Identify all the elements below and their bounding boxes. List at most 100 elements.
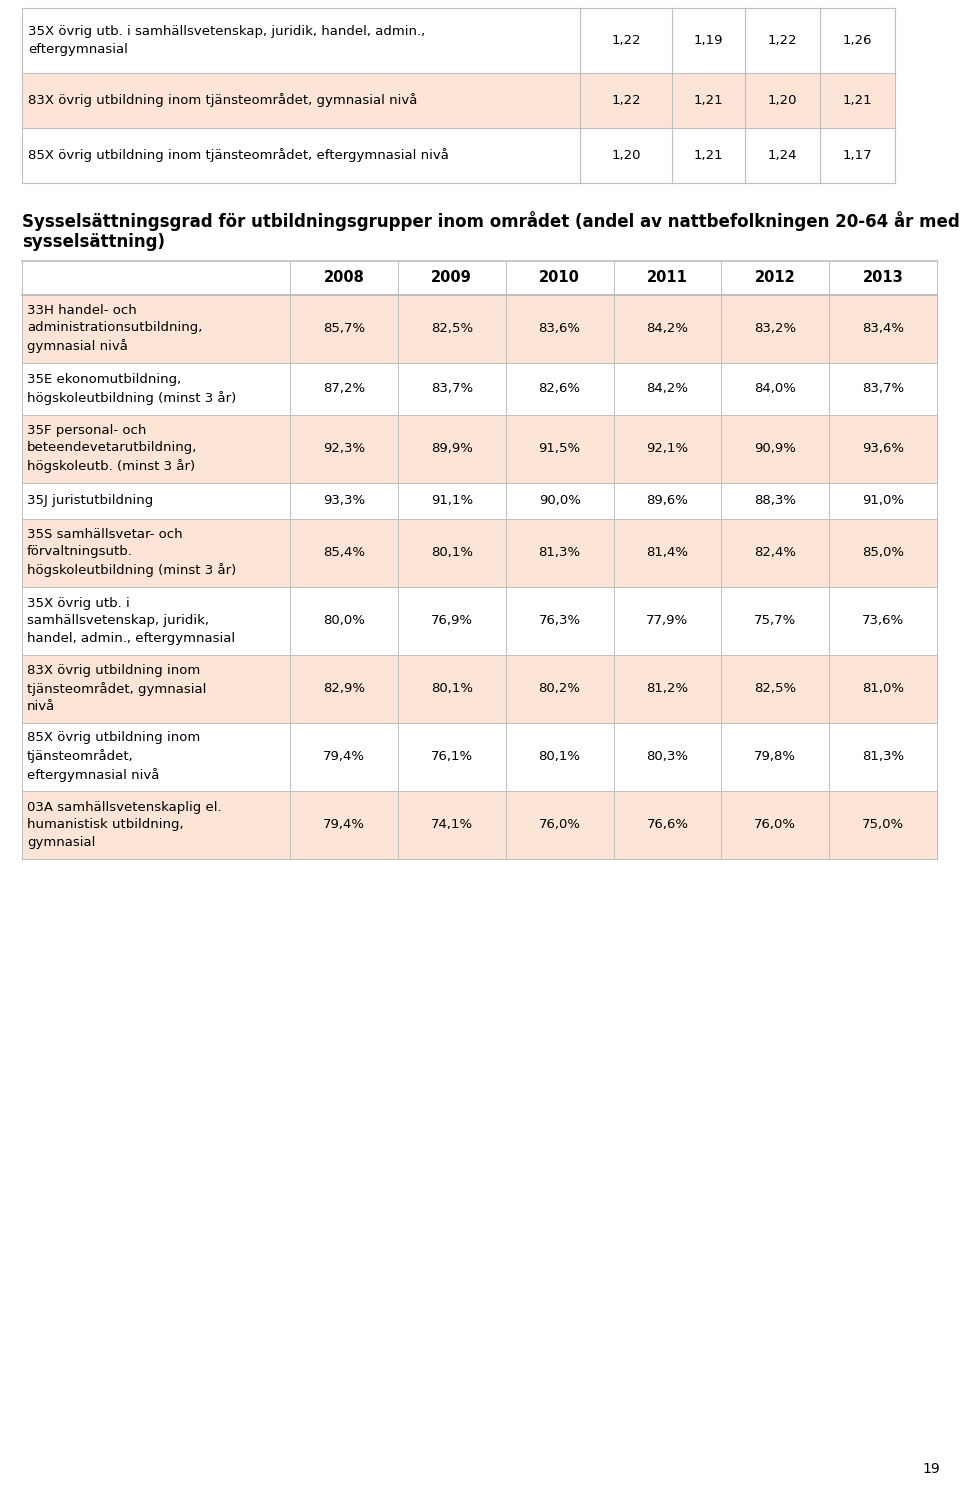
Text: 76,3%: 76,3% bbox=[539, 614, 581, 628]
Text: 90,9%: 90,9% bbox=[755, 443, 796, 455]
Text: 1,21: 1,21 bbox=[694, 94, 723, 107]
Text: 77,9%: 77,9% bbox=[646, 614, 688, 628]
Text: 93,6%: 93,6% bbox=[862, 443, 904, 455]
Bar bbox=[22, 483, 937, 519]
Text: 84,2%: 84,2% bbox=[646, 322, 688, 335]
Text: 35X övrig utb. i samhällsvetenskap, juridik, handel, admin.,
eftergymnasial: 35X övrig utb. i samhällsvetenskap, juri… bbox=[28, 25, 425, 55]
Text: 75,7%: 75,7% bbox=[755, 614, 797, 628]
Text: 1,24: 1,24 bbox=[768, 149, 797, 163]
Text: 2011: 2011 bbox=[647, 270, 688, 285]
Bar bbox=[22, 790, 937, 859]
Text: 83,7%: 83,7% bbox=[862, 382, 904, 395]
Text: 1,21: 1,21 bbox=[843, 94, 873, 107]
Text: 80,1%: 80,1% bbox=[431, 546, 472, 559]
Text: 93,3%: 93,3% bbox=[323, 494, 365, 507]
Text: 91,1%: 91,1% bbox=[431, 494, 473, 507]
Text: 80,0%: 80,0% bbox=[323, 614, 365, 628]
Text: 79,8%: 79,8% bbox=[755, 750, 796, 763]
Text: 89,6%: 89,6% bbox=[646, 494, 688, 507]
Text: 87,2%: 87,2% bbox=[323, 382, 365, 395]
Bar bbox=[22, 7, 895, 73]
Text: 1,21: 1,21 bbox=[694, 149, 723, 163]
Text: Sysselsättningsgrad för utbildningsgrupper inom området (andel av nattbefolkning: Sysselsättningsgrad för utbildningsgrupp… bbox=[22, 212, 960, 231]
Text: 76,0%: 76,0% bbox=[539, 819, 581, 830]
Text: 1,20: 1,20 bbox=[612, 149, 640, 163]
Text: 83X övrig utbildning inom tjänsteområdet, gymnasial nivå: 83X övrig utbildning inom tjänsteområdet… bbox=[28, 94, 418, 107]
Text: 35X övrig utb. i
samhällsvetenskap, juridik,
handel, admin., eftergymnasial: 35X övrig utb. i samhällsvetenskap, juri… bbox=[27, 596, 235, 644]
Text: 1,22: 1,22 bbox=[612, 94, 641, 107]
Text: 85X övrig utbildning inom tjänsteområdet, eftergymnasial nivå: 85X övrig utbildning inom tjänsteområdet… bbox=[28, 149, 449, 163]
Text: 76,6%: 76,6% bbox=[646, 819, 688, 830]
Bar bbox=[22, 295, 937, 362]
Text: 81,3%: 81,3% bbox=[862, 750, 904, 763]
Text: 83,4%: 83,4% bbox=[862, 322, 904, 335]
Bar bbox=[22, 362, 937, 414]
Text: 35F personal- och
beteendevetarutbildning,
högskoleutb. (minst 3 år): 35F personal- och beteendevetarutbildnin… bbox=[27, 423, 198, 473]
Text: 35S samhällsvetar- och
förvaltningsutb.
högskoleutbildning (minst 3 år): 35S samhällsvetar- och förvaltningsutb. … bbox=[27, 528, 236, 577]
Text: 75,0%: 75,0% bbox=[862, 819, 904, 830]
Bar bbox=[22, 723, 937, 790]
Text: 82,4%: 82,4% bbox=[755, 546, 796, 559]
Text: 84,0%: 84,0% bbox=[755, 382, 796, 395]
Text: 90,0%: 90,0% bbox=[539, 494, 581, 507]
Text: 85,4%: 85,4% bbox=[323, 546, 365, 559]
Text: 81,4%: 81,4% bbox=[646, 546, 688, 559]
Text: 81,0%: 81,0% bbox=[862, 681, 904, 695]
Text: 80,1%: 80,1% bbox=[431, 681, 472, 695]
Text: 91,5%: 91,5% bbox=[539, 443, 581, 455]
Text: 03A samhällsvetenskaplig el.
humanistisk utbildning,
gymnasial: 03A samhällsvetenskaplig el. humanistisk… bbox=[27, 801, 222, 848]
Text: 1,17: 1,17 bbox=[843, 149, 873, 163]
Text: 2012: 2012 bbox=[755, 270, 796, 285]
Text: 76,9%: 76,9% bbox=[431, 614, 472, 628]
Text: 35E ekonomutbildning,
högskoleutbildning (minst 3 år): 35E ekonomutbildning, högskoleutbildning… bbox=[27, 373, 236, 404]
Text: 91,0%: 91,0% bbox=[862, 494, 904, 507]
Text: 83,7%: 83,7% bbox=[431, 382, 473, 395]
Bar bbox=[22, 128, 895, 183]
Text: 88,3%: 88,3% bbox=[755, 494, 796, 507]
Text: 2013: 2013 bbox=[863, 270, 903, 285]
Text: 80,2%: 80,2% bbox=[539, 681, 581, 695]
Text: 2008: 2008 bbox=[324, 270, 365, 285]
Text: 92,3%: 92,3% bbox=[323, 443, 365, 455]
Text: 76,0%: 76,0% bbox=[755, 819, 796, 830]
Text: 82,5%: 82,5% bbox=[755, 681, 796, 695]
Bar bbox=[22, 261, 937, 295]
Text: 1,22: 1,22 bbox=[612, 34, 641, 48]
Text: 19: 19 bbox=[923, 1463, 940, 1476]
Text: 81,2%: 81,2% bbox=[646, 681, 688, 695]
Bar bbox=[22, 519, 937, 586]
Text: 79,4%: 79,4% bbox=[323, 819, 365, 830]
Text: 2010: 2010 bbox=[540, 270, 580, 285]
Bar bbox=[22, 586, 937, 655]
Text: 2009: 2009 bbox=[431, 270, 472, 285]
Text: 76,1%: 76,1% bbox=[431, 750, 473, 763]
Text: 92,1%: 92,1% bbox=[646, 443, 688, 455]
Text: 1,22: 1,22 bbox=[768, 34, 798, 48]
Text: 85,7%: 85,7% bbox=[323, 322, 365, 335]
Bar bbox=[22, 414, 937, 483]
Bar bbox=[22, 73, 895, 128]
Text: 85,0%: 85,0% bbox=[862, 546, 904, 559]
Text: 81,3%: 81,3% bbox=[539, 546, 581, 559]
Text: sysselsättning): sysselsättning) bbox=[22, 233, 165, 250]
Text: 82,9%: 82,9% bbox=[323, 681, 365, 695]
Text: 33H handel- och
administrationsutbildning,
gymnasial nivå: 33H handel- och administrationsutbildnin… bbox=[27, 304, 203, 353]
Text: 82,6%: 82,6% bbox=[539, 382, 581, 395]
Text: 82,5%: 82,5% bbox=[431, 322, 473, 335]
Text: 35J juristutbildning: 35J juristutbildning bbox=[27, 494, 154, 507]
Text: 83X övrig utbildning inom
tjänsteområdet, gymnasial
nivå: 83X övrig utbildning inom tjänsteområdet… bbox=[27, 663, 206, 713]
Text: 79,4%: 79,4% bbox=[323, 750, 365, 763]
Bar bbox=[22, 655, 937, 723]
Text: 83,6%: 83,6% bbox=[539, 322, 581, 335]
Text: 89,9%: 89,9% bbox=[431, 443, 472, 455]
Text: 1,20: 1,20 bbox=[768, 94, 797, 107]
Text: 1,26: 1,26 bbox=[843, 34, 873, 48]
Text: 85X övrig utbildning inom
tjänsteområdet,
eftergymnasial nivå: 85X övrig utbildning inom tjänsteområdet… bbox=[27, 731, 201, 781]
Text: 80,1%: 80,1% bbox=[539, 750, 581, 763]
Text: 84,2%: 84,2% bbox=[646, 382, 688, 395]
Text: 74,1%: 74,1% bbox=[431, 819, 473, 830]
Text: 80,3%: 80,3% bbox=[646, 750, 688, 763]
Text: 73,6%: 73,6% bbox=[862, 614, 904, 628]
Text: 83,2%: 83,2% bbox=[755, 322, 796, 335]
Text: 1,19: 1,19 bbox=[694, 34, 723, 48]
